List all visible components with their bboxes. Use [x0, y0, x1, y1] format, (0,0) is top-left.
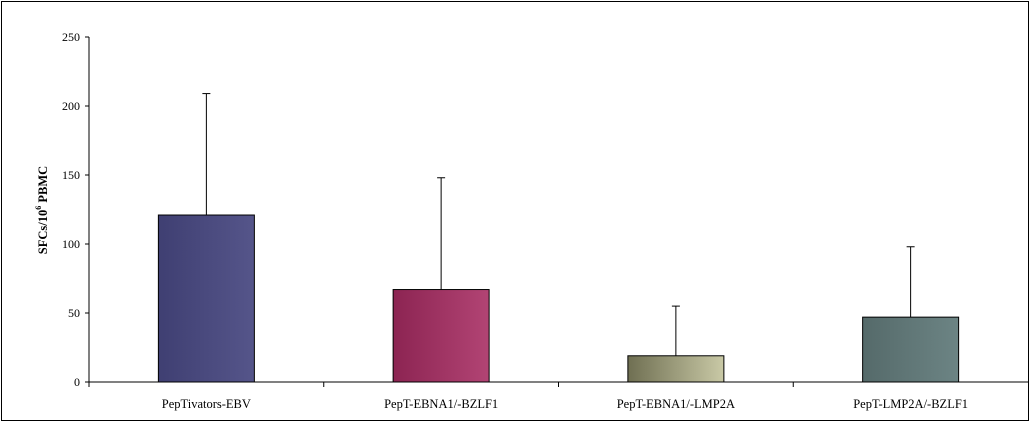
y-tick-label: 200 [62, 99, 80, 113]
category-label-3: PepT-EBNA1/-LMP2A [617, 397, 735, 411]
y-tick-label: 0 [74, 375, 80, 389]
bars [157, 214, 960, 383]
y-tick-label: 150 [62, 168, 80, 182]
y-tick-label: 50 [68, 306, 80, 320]
bar-4 [862, 316, 960, 383]
bar-3 [627, 355, 725, 383]
category-label-2: PepT-EBNA1/-BZLF1 [384, 397, 498, 411]
y-tick-label: 250 [62, 30, 80, 44]
category-label-1: PepTivators-EBV [162, 397, 251, 411]
error-bars [202, 93, 915, 356]
bar-1 [157, 214, 255, 383]
bar-2 [392, 289, 490, 383]
labels: 0 50 100 150 200 250 PepTivators-EBV PepT-EBNA1… [34, 30, 968, 411]
y-axis-label: SFCs/106 PBMC [34, 166, 50, 254]
category-label-4: PepT-LMP2A/-BZLF1 [853, 397, 968, 411]
y-tick-label: 100 [62, 237, 80, 251]
